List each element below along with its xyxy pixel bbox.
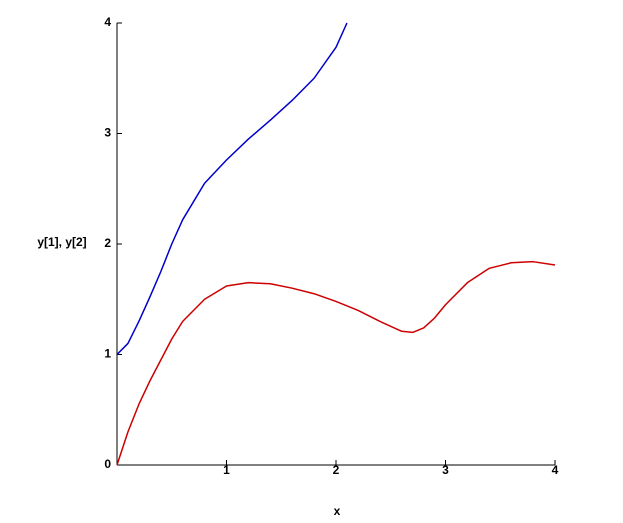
series-line <box>116 260 556 466</box>
x-tick-label: 1 <box>223 463 230 477</box>
y-tick-label: 2 <box>104 236 111 250</box>
y-tick-label: 4 <box>104 15 111 29</box>
y-tick-label: 1 <box>104 347 111 361</box>
x-tick-label: 3 <box>442 463 449 477</box>
series-line <box>116 22 348 356</box>
y-tick-label: 0 <box>104 457 111 471</box>
y-axis-label: y[1], y[2] <box>37 235 86 249</box>
y-tick-label: 3 <box>104 126 111 140</box>
x-axis-label: x <box>334 504 341 518</box>
x-tick-label: 2 <box>333 463 340 477</box>
x-tick-label: 4 <box>552 463 559 477</box>
